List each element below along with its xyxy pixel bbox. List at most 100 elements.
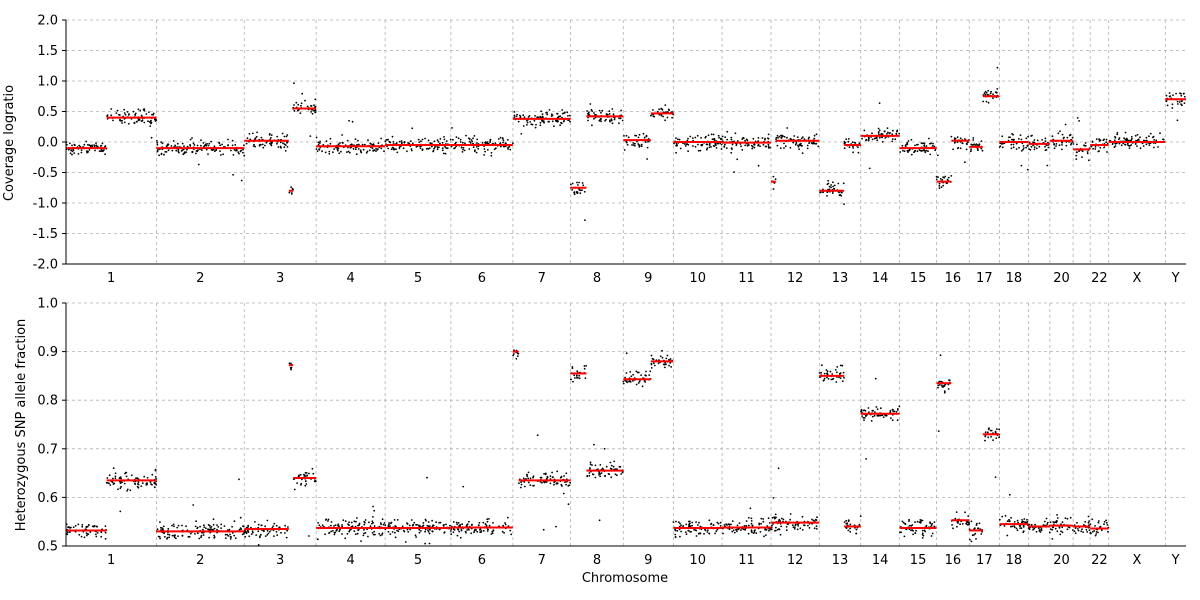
coverage-point: [827, 182, 830, 185]
baf-point: [1048, 531, 1051, 534]
baf-point: [350, 528, 352, 531]
baf-point: [978, 522, 981, 525]
baf-point: [362, 534, 365, 537]
baf-point: [607, 473, 610, 475]
coverage-point: [973, 143, 975, 146]
coverage-point: [509, 148, 512, 151]
coverage-point: [283, 135, 286, 138]
baf-point: [305, 483, 308, 485]
coverage-point: [783, 136, 786, 138]
baf-point: [81, 525, 84, 528]
coverage-point: [540, 110, 542, 113]
coverage-point: [462, 146, 465, 149]
coverage-point: [282, 142, 284, 145]
baf-point: [546, 476, 549, 479]
baf-point: [293, 488, 296, 491]
baf-point: [661, 349, 663, 352]
baf-point: [751, 531, 753, 534]
baf-point: [914, 521, 916, 523]
coverage-point: [290, 186, 292, 189]
baf-point: [371, 520, 374, 523]
baf-point: [509, 529, 512, 532]
baf-point: [954, 517, 957, 520]
coverage-point: [208, 142, 211, 145]
baf-point: [302, 473, 305, 476]
baf-point: [450, 530, 452, 532]
baf-point: [689, 531, 692, 533]
baf-point: [1099, 525, 1102, 528]
baf-point: [901, 520, 904, 523]
coverage-point: [1130, 136, 1133, 138]
coverage-point: [581, 182, 584, 184]
coverage-point: [293, 104, 295, 106]
baf-point: [841, 380, 844, 383]
baf-point: [1071, 529, 1074, 531]
baf-point: [589, 463, 592, 466]
coverage-point: [697, 149, 700, 152]
baf-point: [571, 366, 574, 368]
coverage-point: [154, 118, 157, 121]
coverage-point: [151, 113, 153, 116]
baf-point: [652, 362, 655, 365]
baf-point: [284, 532, 286, 534]
coverage-point: [534, 126, 537, 129]
coverage-point: [1010, 143, 1013, 146]
baf-point: [264, 535, 267, 537]
baf-x-tick-label-chr8: 8: [593, 553, 601, 568]
coverage-point: [814, 142, 816, 145]
baf-point: [356, 517, 358, 519]
coverage-point: [270, 142, 273, 145]
baf-point: [459, 536, 462, 539]
baf-point: [758, 523, 761, 526]
coverage-point: [522, 125, 525, 127]
coverage-point: [774, 178, 777, 181]
baf-point: [488, 524, 491, 527]
baf-x-tick-label-chr1: 1: [107, 553, 115, 568]
baf-point: [304, 475, 306, 478]
coverage-point: [673, 142, 675, 145]
baf-point: [794, 524, 797, 527]
coverage-point: [857, 151, 860, 154]
coverage-point: [618, 122, 620, 125]
baf-point: [238, 478, 240, 481]
coverage-point: [687, 150, 689, 153]
coverage-point: [112, 119, 114, 122]
baf-point: [659, 355, 662, 358]
baf-point: [239, 516, 242, 519]
baf-point: [567, 503, 570, 506]
coverage-point: [901, 144, 904, 147]
coverage-point: [638, 133, 641, 136]
coverage-point: [935, 175, 938, 178]
coverage-point: [720, 148, 723, 150]
coverage-point: [746, 144, 749, 147]
baf-point: [458, 530, 461, 533]
coverage-point: [495, 147, 497, 150]
baf-point: [749, 507, 752, 510]
coverage-point: [1183, 92, 1185, 95]
coverage-point: [1180, 94, 1183, 97]
baf-point: [868, 411, 870, 414]
baf-point: [100, 535, 103, 538]
baf-point: [603, 447, 606, 450]
coverage-point: [1130, 144, 1133, 146]
baf-point: [1049, 528, 1052, 530]
baf-point: [429, 528, 431, 531]
coverage-point: [929, 153, 932, 156]
coverage-x-tick-label-chr20: 20: [1053, 271, 1070, 286]
coverage-point: [242, 148, 244, 151]
coverage-point: [715, 147, 718, 149]
coverage-point: [142, 108, 145, 111]
baf-point: [136, 483, 139, 485]
coverage-point: [579, 192, 582, 195]
coverage-point: [1153, 146, 1155, 149]
baf-point: [216, 528, 218, 531]
baf-point: [662, 363, 665, 366]
coverage-point: [1166, 104, 1169, 107]
coverage-point: [621, 119, 624, 122]
baf-point: [939, 354, 942, 357]
baf-point: [815, 519, 818, 521]
baf-point: [668, 364, 670, 367]
baf-point: [930, 535, 933, 537]
coverage-point: [730, 138, 733, 141]
baf-point: [1006, 520, 1009, 523]
